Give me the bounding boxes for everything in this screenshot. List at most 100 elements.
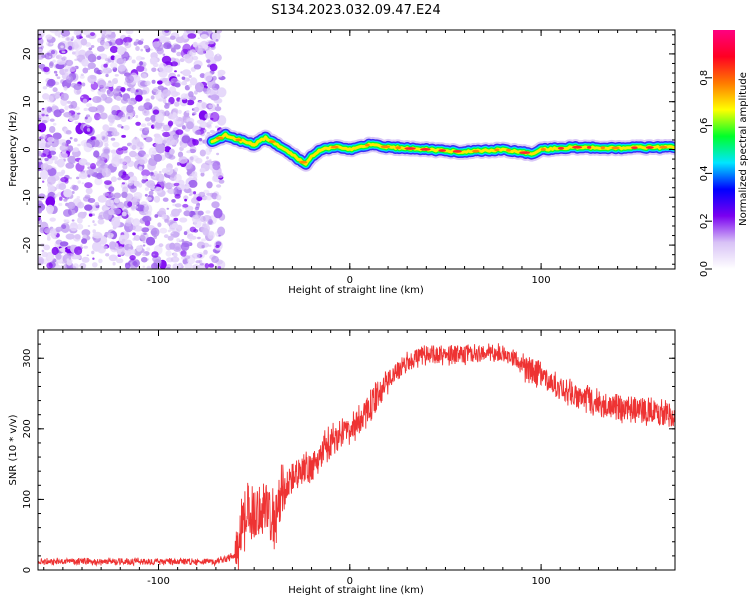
noise-speckle [205, 210, 211, 214]
noise-speckle [77, 201, 85, 209]
noise-speckle [151, 251, 159, 258]
noise-speckle [61, 50, 66, 54]
trace-peak [365, 143, 370, 147]
noise-speckle [171, 208, 180, 217]
noise-speckle [181, 76, 186, 80]
noise-speckle [208, 244, 212, 247]
noise-speckle [162, 77, 168, 82]
noise-speckle [157, 80, 163, 85]
noise-speckle [204, 263, 210, 269]
noise-speckle [50, 50, 56, 55]
noise-speckle [174, 101, 180, 107]
noise-speckle [63, 188, 72, 198]
noise-speckle [183, 210, 191, 217]
noise-speckle [56, 171, 65, 177]
noise-speckle [72, 263, 79, 269]
noise-speckle [154, 143, 160, 147]
noise-speckle [217, 266, 222, 269]
noise-speckle [92, 257, 95, 260]
noise-speckle [137, 105, 145, 112]
noise-speckle [63, 209, 72, 217]
trace-peak [494, 148, 500, 152]
noise-speckle [205, 59, 211, 63]
noise-speckle [47, 167, 57, 177]
noise-speckle [84, 182, 93, 189]
noise-speckle [79, 75, 85, 79]
noise-speckle [117, 64, 127, 72]
noise-speckle [72, 185, 79, 191]
noise-speckle [212, 161, 221, 171]
noise-speckle [155, 173, 165, 183]
noise-speckle [211, 255, 220, 264]
noise-speckle [86, 125, 90, 128]
noise-speckle [116, 201, 125, 210]
noise-speckle [172, 242, 182, 252]
noise-speckle [83, 30, 91, 36]
noise-speckle [74, 255, 81, 260]
noise-speckle [189, 226, 197, 233]
noise-speckle [103, 41, 110, 50]
noise-speckle [151, 262, 159, 269]
noise-speckle [196, 119, 205, 125]
noise-speckle [46, 165, 53, 170]
noise-speckle [182, 69, 191, 77]
noise-speckle [192, 55, 199, 61]
noise-speckle [191, 252, 201, 259]
noise-speckle [180, 242, 190, 251]
noise-speckle [138, 166, 143, 171]
noise-speckle [130, 88, 136, 94]
noise-speckle [209, 63, 218, 72]
noise-speckle [108, 209, 115, 216]
noise-speckle [54, 194, 58, 198]
noise-speckle [95, 134, 103, 142]
noise-speckle [49, 61, 54, 67]
noise-speckle [197, 210, 204, 216]
y-tick-label: 100 [22, 490, 33, 509]
noise-speckle [56, 59, 66, 65]
noise-speckle [210, 94, 220, 101]
noise-speckle [61, 56, 67, 60]
noise-speckle [86, 103, 93, 108]
noise-speckle [70, 100, 78, 109]
noise-speckle [148, 190, 154, 196]
noise-speckle [65, 233, 75, 240]
noise-speckle [92, 56, 97, 62]
noise-speckle [152, 253, 155, 256]
noise-speckle [144, 117, 151, 122]
noise-speckle [125, 75, 134, 84]
noise-speckle [46, 233, 51, 238]
noise-speckle [162, 124, 171, 132]
noise-speckle [113, 198, 120, 204]
noise-speckle [144, 136, 153, 143]
noise-speckle [170, 139, 178, 146]
noise-speckle [105, 253, 110, 257]
noise-speckle [59, 144, 69, 152]
noise-speckle [51, 246, 59, 256]
noise-speckle [71, 219, 75, 222]
noise-speckle [162, 197, 169, 202]
noise-speckle [44, 157, 49, 162]
noise-speckle [194, 206, 200, 211]
y-tick-label: 0 [22, 567, 33, 573]
noise-speckle [137, 79, 147, 88]
noise-speckle [181, 239, 185, 242]
noise-speckle [169, 57, 176, 62]
noise-speckle [126, 248, 136, 255]
noise-speckle [47, 42, 54, 47]
noise-speckle [74, 246, 83, 255]
noise-speckle [105, 73, 109, 78]
noise-speckle [151, 67, 157, 73]
noise-speckle [58, 202, 63, 207]
noise-speckle [121, 134, 126, 138]
noise-speckle [208, 263, 214, 268]
noise-speckle [93, 223, 97, 226]
noise-speckle [216, 184, 222, 188]
noise-speckle [56, 158, 65, 168]
noise-speckle [121, 173, 131, 181]
noise-speckle [189, 49, 197, 56]
noise-speckle [172, 112, 177, 117]
noise-speckle [214, 106, 222, 112]
noise-speckle [86, 67, 91, 71]
noise-speckle [108, 186, 115, 193]
noise-speckle [74, 121, 79, 125]
